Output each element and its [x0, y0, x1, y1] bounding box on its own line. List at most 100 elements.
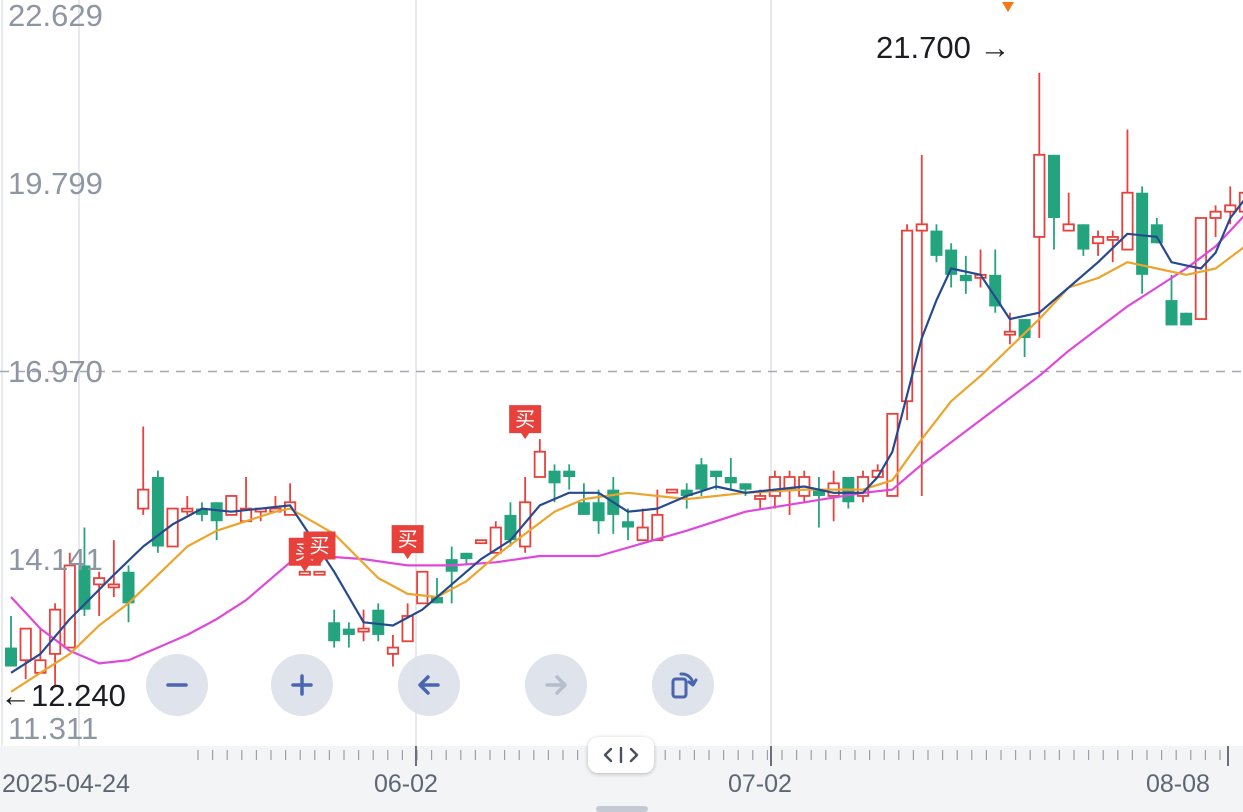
candle-body-up: [1033, 153, 1046, 238]
buy-marker: [303, 531, 336, 566]
candle-body-down: [959, 274, 972, 282]
candle-body-down: [1018, 319, 1031, 339]
y-tick-label: 16.970: [8, 354, 103, 389]
y-tick-label: 11.311: [8, 711, 99, 746]
candle-body-up: [768, 476, 781, 497]
peak-pin-icon: [1002, 2, 1014, 12]
candle-body-down: [1136, 192, 1149, 275]
buy-marker: [509, 405, 542, 440]
candle-body-down: [151, 477, 164, 547]
ma-short-line: [10, 199, 1243, 674]
candle-body-down: [342, 628, 355, 635]
candle-body-up: [107, 583, 120, 589]
zoom-in-button[interactable]: [271, 654, 333, 716]
arrow-left-icon: [418, 675, 440, 695]
candle-body-up: [474, 539, 488, 545]
buy-marker: [391, 525, 424, 560]
candle-body-down: [210, 502, 223, 522]
candle-body-up: [19, 627, 32, 662]
ma-mid-line: [10, 246, 1243, 693]
arrow-right-icon: [545, 675, 567, 695]
y-tick-label: 19.799: [8, 166, 103, 201]
candle-body-up: [1209, 210, 1222, 219]
y-tick-label: 14.141: [8, 542, 103, 577]
candle-body-down: [1180, 312, 1193, 326]
candle-body-up: [533, 450, 546, 478]
candle-body-down: [78, 565, 91, 610]
candle-body-up: [1003, 330, 1017, 336]
candle-body-down: [1047, 154, 1060, 218]
candle-body-down: [812, 489, 825, 496]
candle-body-down: [680, 489, 693, 496]
candle-body-down: [548, 470, 561, 484]
minus-icon: [166, 683, 188, 687]
candle-body-up: [886, 412, 899, 497]
candle-body-down: [328, 622, 341, 642]
candle-body-up: [1224, 204, 1237, 213]
candle-body-down: [5, 647, 17, 667]
candle-body-up: [489, 526, 502, 554]
candle-body-up: [93, 577, 106, 586]
x-tick-label: 08-08: [1146, 770, 1210, 798]
candle-body-up: [386, 646, 400, 655]
candle-body-up: [1091, 236, 1105, 245]
buy-marker-label: 买: [309, 533, 329, 557]
rotate-screen-button[interactable]: [652, 654, 714, 716]
candle-body-down: [372, 609, 385, 635]
candle-body-up: [754, 495, 767, 500]
x-tick-label: 07-02: [728, 770, 792, 798]
candle-body-up: [298, 570, 311, 576]
scroll-right-button[interactable]: [525, 654, 587, 716]
range-drag-handle[interactable]: [588, 737, 654, 773]
high-price-annotation: 21.700 →: [876, 30, 1011, 65]
candle-body-down: [195, 508, 208, 515]
candle-body-up: [401, 615, 414, 643]
scroll-indicator[interactable]: [596, 806, 648, 812]
low-price-annotation: ←12.240: [0, 678, 126, 713]
candle-body-up: [416, 570, 429, 605]
candle-body-up: [1106, 236, 1119, 241]
y-tick-label: 22.629: [8, 0, 103, 33]
buy-marker-label: 买: [515, 407, 535, 431]
candle-body-up: [137, 488, 150, 510]
candle-body-up: [915, 223, 928, 232]
drag-handle-icon: [603, 746, 639, 764]
candle-body-down: [1165, 300, 1178, 326]
candle-body-down: [989, 274, 1002, 307]
candle-body-down: [930, 230, 943, 256]
candle-body-up: [651, 514, 664, 542]
candle-body-down: [563, 470, 576, 478]
candle-body-down: [504, 514, 517, 541]
scroll-left-button[interactable]: [398, 654, 460, 716]
x-tick-label: 2025-04-24: [2, 770, 130, 798]
candle-body-down: [724, 477, 737, 484]
candle-body-up: [665, 488, 679, 494]
candle-body-down: [1150, 224, 1163, 244]
candle-body-up: [1062, 223, 1075, 232]
candle-body-up: [900, 229, 914, 403]
candle-body-down: [1077, 224, 1090, 250]
rotate-icon: [671, 672, 698, 699]
candle-body-down: [431, 597, 444, 604]
x-tick-label: 06-02: [374, 770, 438, 798]
candle-body-up: [63, 564, 76, 649]
candle-body-down: [592, 502, 605, 522]
candle-body-up: [1121, 191, 1134, 251]
candle-body-down: [122, 571, 135, 604]
candle-body-down: [621, 521, 634, 528]
candle-body-down: [577, 502, 590, 515]
zoom-out-button[interactable]: [146, 654, 208, 716]
candle-body-up: [225, 495, 238, 516]
candle-body-up: [181, 507, 194, 513]
candle-body-down: [710, 470, 723, 478]
candle-body-down: [695, 464, 708, 490]
candle-body-up: [636, 526, 649, 542]
candle-body-up: [313, 570, 326, 576]
candle-body-up: [357, 627, 370, 633]
plus-icon: [291, 674, 313, 696]
candle-body-down: [739, 483, 752, 490]
buy-marker-label: 买: [398, 527, 418, 551]
candle-body-down: [460, 552, 473, 560]
ma-long-line: [10, 215, 1243, 665]
